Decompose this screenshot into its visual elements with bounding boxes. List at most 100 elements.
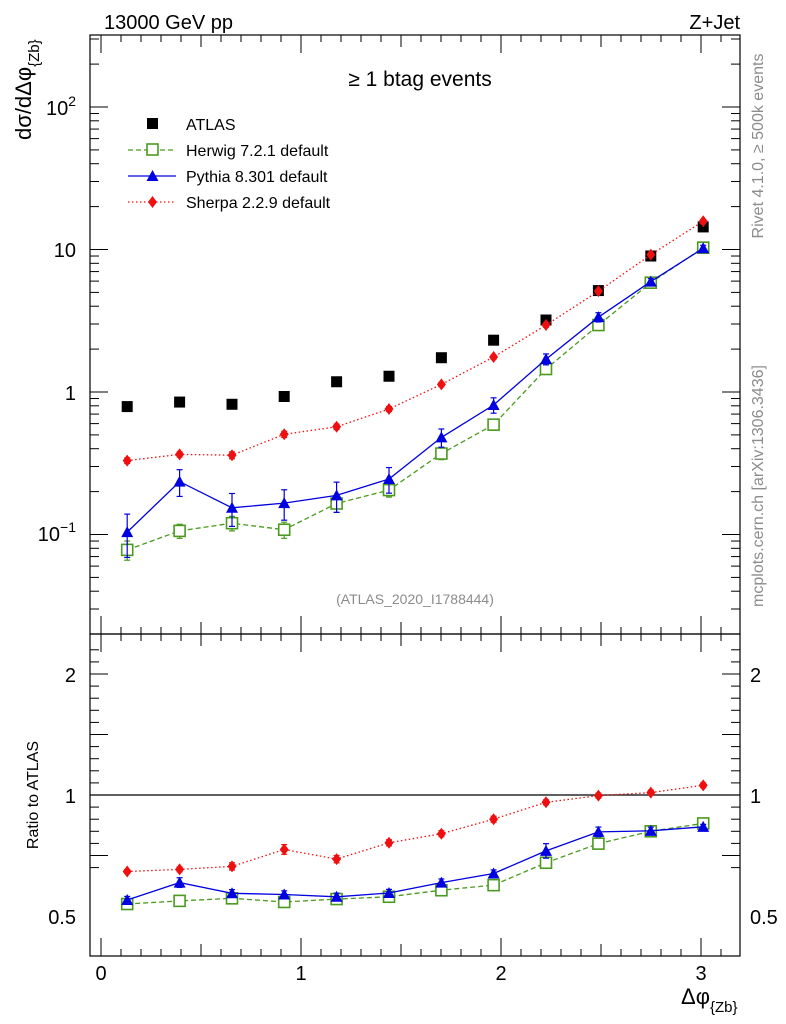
ratio-point-pythia: [435, 876, 448, 888]
ratio-point-pythia: [644, 824, 657, 836]
legend: ATLAS Herwig 7.2.1 default Pythia 8.301 …: [128, 117, 331, 212]
chart-title: ≥ 1 btag events: [348, 68, 491, 91]
legend-marker-herwig: [146, 143, 159, 156]
ratio-tick-label-2: 2: [65, 665, 76, 687]
x-axis-title: Δφ{Zb}: [681, 984, 738, 1016]
x-tick-label-1: 1: [295, 963, 306, 985]
y-tick-label-1: 1: [65, 383, 76, 405]
data-point-pythia: [697, 242, 710, 254]
ratio-point-pythia: [487, 867, 500, 879]
ratio-line-herwig: [127, 822, 704, 905]
data-point-sherpa: [646, 248, 656, 261]
ratio-point-sherpa: [227, 860, 237, 873]
ratio-point-herwig: [539, 856, 553, 870]
header-left: 13000 GeV pp: [104, 12, 233, 34]
ratio-point-pythia: [330, 890, 343, 902]
ratio-point-sherpa: [593, 789, 603, 802]
data-point-pythia: [330, 489, 343, 501]
x-tick-label-3: 3: [695, 963, 706, 985]
data-point-sherpa: [332, 420, 342, 433]
data-point-atlas: [278, 390, 290, 402]
data-point-atlas: [331, 376, 343, 388]
data-point-pythia: [173, 475, 186, 487]
ratio-point-pythia: [226, 887, 238, 899]
data-point-herwig: [487, 418, 500, 431]
ratio-point-sherpa: [698, 779, 708, 792]
data-point-atlas: [121, 401, 133, 413]
data-point-atlas: [435, 352, 447, 364]
data-point-pythia: [383, 473, 395, 485]
y-tick-label-100: 102: [46, 93, 76, 120]
main-axis-ticks: [90, 38, 740, 610]
data-point-pythia: [226, 501, 238, 513]
legend-label-pythia: Pythia 8.301 default: [186, 169, 328, 186]
ratio-tick-label-1: 1: [65, 786, 76, 808]
ratio-line-pythia: [126, 826, 704, 901]
header-right: Z+Jet: [689, 12, 740, 34]
ratio-point-pythia: [121, 894, 134, 906]
data-point-herwig: [173, 524, 186, 538]
ratio-tick-label-right-2: 2: [750, 665, 761, 687]
data-point-sherpa: [436, 378, 446, 391]
ratio-data-layer: [120, 779, 710, 911]
data-point-pythia: [487, 399, 500, 411]
y-axis-title: dσ/dΔφ{Zb}: [11, 39, 43, 140]
data-point-sherpa: [489, 351, 499, 364]
ratio-point-herwig: [487, 878, 500, 892]
ratio-point-pythia: [173, 876, 186, 888]
data-point-sherpa: [593, 285, 603, 298]
data-point-pythia: [644, 275, 657, 287]
ratio-line-sherpa: [127, 784, 704, 873]
data-point-pythia: [435, 431, 448, 443]
ratio-point-pythia: [383, 887, 395, 899]
data-point-pythia: [278, 497, 291, 509]
data-point-pythia: [121, 526, 134, 538]
ratio-point-sherpa: [646, 786, 656, 799]
legend-label-herwig: Herwig 7.2.1 default: [186, 143, 329, 160]
data-point-sherpa: [698, 215, 708, 228]
ratio-point-sherpa: [384, 836, 394, 849]
data-point-herwig: [277, 523, 291, 537]
ratio-point-sherpa: [122, 865, 132, 878]
ratio-point-sherpa: [332, 853, 342, 866]
data-point-pythia: [592, 311, 605, 323]
ratio-tick-label-right-1: 1: [750, 786, 761, 808]
ratio-point-pythia: [697, 820, 710, 832]
ratio-point-sherpa: [541, 796, 551, 809]
data-point-atlas: [488, 334, 500, 346]
side-label-mcplots: mcplots.cern.ch [arXiv:1306.3436]: [750, 365, 767, 607]
data-point-pythia: [540, 353, 552, 365]
series-line-herwig: [126, 247, 704, 551]
data-point-sherpa: [279, 428, 289, 441]
analysis-id: (ATLAS_2020_I1788444): [336, 591, 494, 607]
data-point-atlas: [383, 370, 395, 382]
data-point-sherpa: [175, 448, 185, 461]
series-line-pythia: [126, 247, 704, 533]
ratio-point-sherpa: [489, 813, 499, 826]
ratio-point-sherpa: [436, 827, 446, 840]
series-line-sherpa: [127, 220, 704, 462]
data-point-sherpa: [227, 449, 237, 462]
ratio-axis-title: Ratio to ATLAS: [25, 741, 42, 849]
legend-label-atlas: ATLAS: [186, 117, 236, 134]
ratio-point-sherpa: [279, 843, 289, 856]
data-point-sherpa: [122, 454, 132, 467]
data-point-sherpa: [384, 402, 394, 415]
main-data-layer: [120, 215, 710, 561]
x-axis-ticks: [100, 35, 722, 956]
data-point-sherpa: [541, 319, 551, 332]
ratio-point-herwig: [173, 894, 186, 908]
ratio-axis-ticks: [90, 649, 740, 869]
x-tick-label-0: 0: [95, 963, 106, 985]
ratio-point-pythia: [278, 888, 291, 900]
ratio-point-herwig: [592, 837, 605, 850]
x-tick-label-2: 2: [495, 963, 506, 985]
ratio-tick-label-right-0.5: 0.5: [750, 907, 778, 929]
legend-marker-atlas: [147, 118, 158, 129]
ratio-point-pythia: [592, 825, 605, 837]
legend-marker-pythia: [146, 170, 159, 181]
y-tick-label-10: 10: [54, 240, 76, 262]
data-point-atlas: [226, 398, 238, 410]
legend-label-sherpa: Sherpa 2.2.9 default: [186, 195, 331, 212]
